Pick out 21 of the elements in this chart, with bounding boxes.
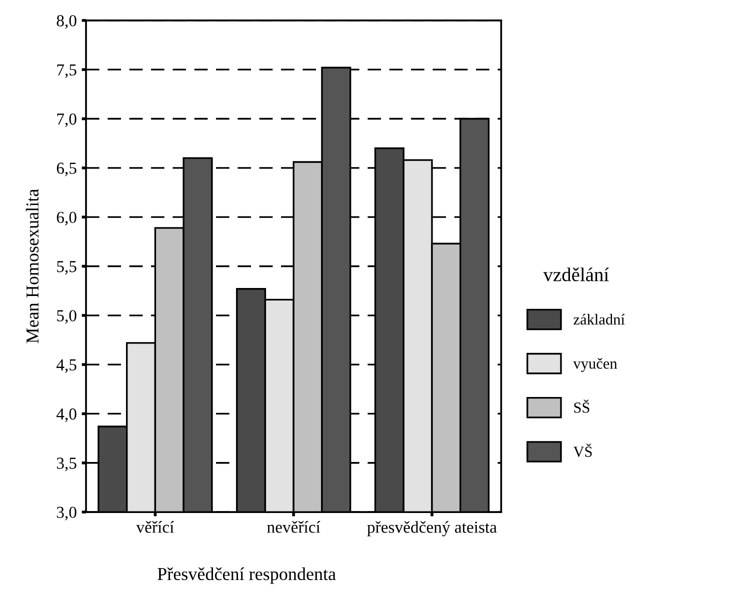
legend-label: základní (574, 314, 625, 325)
y-tick-label: 5,5 (57, 261, 76, 275)
x-axis-title: Přesvědčení respondenta (158, 567, 336, 584)
legend-label: VŠ (573, 444, 592, 457)
y-tick-label: 3,5 (56, 458, 76, 472)
y-tick-label: 7,0 (57, 113, 76, 128)
y-tick-label: 7,5 (57, 64, 76, 78)
y-tick-label: 6,5 (56, 162, 76, 176)
legend-title: vzdělání (543, 268, 609, 282)
y-tick-label: 6,0 (56, 212, 76, 226)
x-tick-label: přesvědčený ateista (367, 521, 497, 536)
legend-label: vyučen (573, 358, 618, 372)
y-tick-label: 4,5 (56, 359, 76, 373)
y-tick-label: 5,0 (57, 310, 76, 324)
y-axis-title: Mean Homosexualita (26, 189, 39, 344)
x-tick-label: nevěřící (267, 521, 320, 533)
y-tick-label: 4,0 (56, 408, 76, 422)
y-tick-label: 3,0 (56, 506, 76, 520)
y-tick-label: 8,0 (56, 15, 76, 29)
legend-label: SŠ (574, 400, 590, 413)
x-tick-label: věřící (136, 521, 174, 533)
